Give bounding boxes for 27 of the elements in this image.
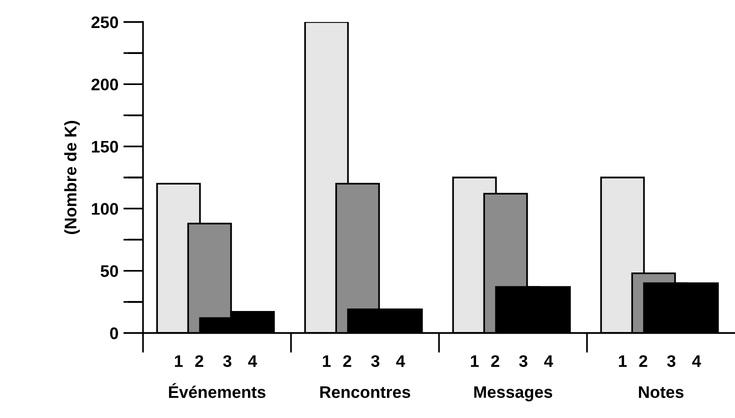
y-axis-title: (Nombre de K) <box>64 120 80 234</box>
x-tick-label: Rencontres <box>320 386 410 398</box>
text: 4 <box>692 355 702 367</box>
text: 1 <box>470 355 479 367</box>
series-label: 3 <box>223 355 232 368</box>
y-tick-label: 0 <box>110 327 118 340</box>
text: 4 <box>396 355 406 367</box>
text: 2 <box>639 355 648 367</box>
x-tick-label: Notes <box>638 386 684 398</box>
text: 1 <box>322 355 331 367</box>
text: 2 <box>491 355 500 367</box>
y-tick-label: 150 <box>92 140 118 153</box>
text: 2 <box>343 355 352 367</box>
series-label: 4 <box>248 355 258 367</box>
y-tick-label: 50 <box>100 265 118 278</box>
text: 4 <box>544 355 554 367</box>
x-tick-label: Messages <box>474 386 552 402</box>
x-tick-label: Événements <box>169 383 266 398</box>
text: 3 <box>371 355 380 368</box>
y-tick-label: 200 <box>91 78 118 90</box>
y-tick-label: 100 <box>92 203 118 215</box>
text: 1 <box>618 355 627 367</box>
series-label: 1 <box>174 355 183 367</box>
text: 3 <box>667 355 676 368</box>
y-tick-label: 250 <box>91 16 118 28</box>
series-label: 2 <box>195 355 204 367</box>
text: 3 <box>519 355 528 368</box>
